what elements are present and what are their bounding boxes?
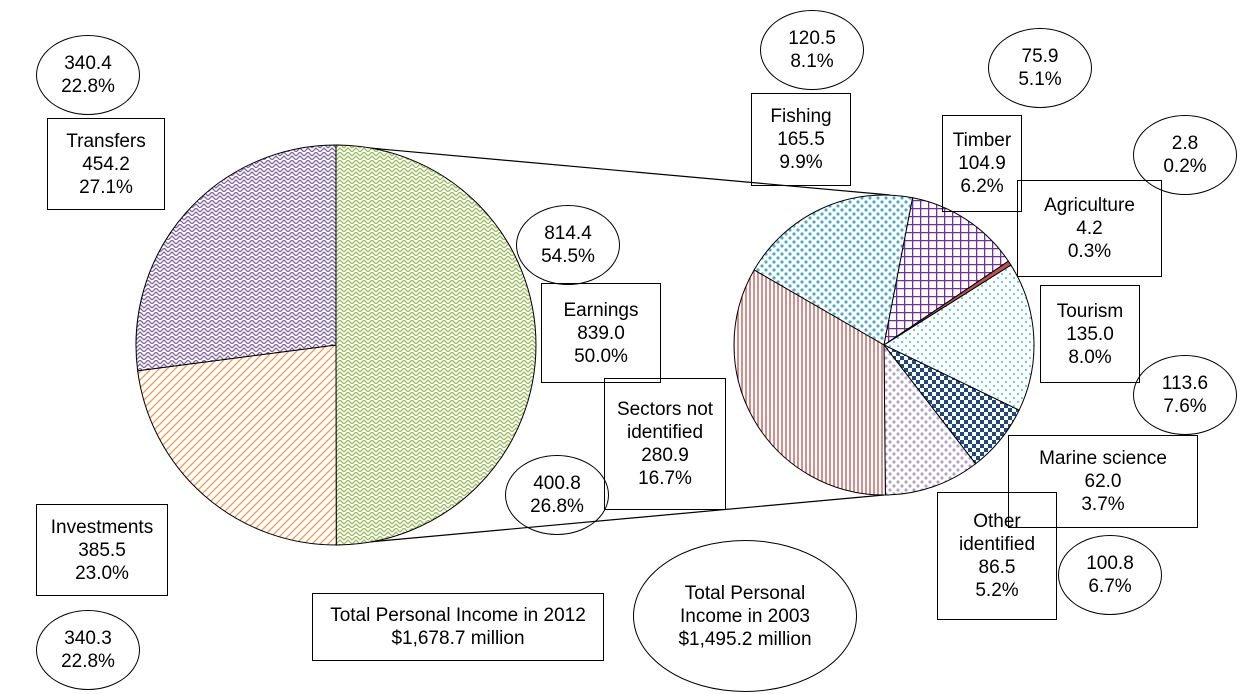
label-2003: 2.8 0.2% [1133, 115, 1237, 195]
connector-line [335, 494, 885, 546]
label-2003: 100.8 6.7% [1058, 535, 1162, 615]
label-text: 8.0% [1068, 346, 1112, 368]
pie-slice [137, 344, 337, 546]
label-text: 135.0 [1066, 323, 1114, 345]
label-text: Tourism [1056, 300, 1124, 322]
data-label: Earnings 839.0 50.0% [541, 283, 661, 383]
total-2012: Total Personal Income in 2012 $1,678.7 m… [312, 593, 604, 661]
label-text: Total Personal Income in 2003 $1,495.2 m… [678, 582, 812, 650]
data-label: Tourism 135.0 8.0% [1040, 285, 1140, 383]
pie-slice [882, 264, 1035, 411]
data-label: Agriculture 4.2 0.3% [1017, 180, 1162, 277]
label-text: 454.2 [82, 153, 130, 175]
data-label: Transfers 454.2 27.1% [47, 118, 165, 210]
label-2003: 75.9 5.1% [988, 28, 1092, 108]
label-text: 4.2 [1076, 218, 1103, 239]
label-text: 3.7% [1081, 494, 1125, 515]
pie-slice [883, 197, 1010, 347]
label-text: 6.7% [1088, 576, 1132, 597]
label-text: 340.3 [64, 628, 112, 649]
label-text: Other identified [958, 511, 1036, 555]
total-2003: Total Personal Income in 2003 $1,495.2 m… [633, 540, 857, 692]
label-text: 120.5 [788, 28, 836, 49]
label-2003: 814.4 54.5% [516, 205, 620, 285]
label-text: 104.9 [958, 153, 1006, 174]
label-text: 0.3% [1067, 241, 1112, 262]
label-text: 86.5 [978, 557, 1016, 578]
label-text: 100.8 [1086, 553, 1134, 574]
label-2003: 120.5 8.1% [760, 10, 864, 90]
label-text: 113.6 [1161, 373, 1209, 394]
label-text: Marine science [1039, 448, 1167, 469]
data-label: Fishing 165.5 9.9% [751, 93, 851, 186]
label-text: Transfers [66, 130, 146, 152]
label-text: 54.5% [541, 246, 595, 267]
label-text: 340.4 [64, 53, 112, 74]
pie-slice [883, 343, 977, 496]
label-text: 6.2% [960, 176, 1004, 197]
label-text: 2.8 [1171, 133, 1199, 154]
label-text: Total Personal Income in 2012 $1,678.7 m… [330, 605, 586, 649]
data-label: Timber 104.9 6.2% [942, 115, 1022, 212]
label-text: Timber [952, 130, 1012, 151]
label-text: 50.0% [574, 345, 628, 367]
pie-slice [335, 144, 537, 546]
label-2003: 340.4 22.8% [36, 35, 140, 115]
label-text: 814.4 [544, 223, 592, 244]
pie-slice [135, 144, 337, 372]
data-label: Other identified 86.5 5.2% [937, 492, 1057, 620]
label-2003: 400.8 26.8% [505, 455, 609, 535]
data-label: Marine science 62.0 3.7% [1008, 435, 1198, 528]
label-text: 5.2% [975, 580, 1019, 601]
label-text: Investments [50, 516, 154, 538]
pie-slice [733, 269, 886, 496]
pie-slice [753, 194, 914, 346]
label-text: 27.1% [79, 176, 133, 198]
label-text: 9.9% [779, 152, 823, 173]
label-text: 26.8% [530, 496, 584, 517]
label-text: 8.1% [790, 51, 834, 72]
label-text: 7.6% [1163, 396, 1207, 417]
label-text: Sectors not identified [616, 399, 714, 443]
label-text: Earnings [563, 299, 639, 321]
data-label: Sectors not identified 280.9 16.7% [604, 378, 726, 510]
label-2003: 113.6 7.6% [1133, 355, 1237, 435]
connector-line [335, 144, 891, 196]
label-text: 400.8 [533, 473, 581, 494]
data-label: Investments 385.5 23.0% [36, 504, 168, 596]
label-text: 23.0% [75, 562, 129, 584]
label-text: Fishing [770, 106, 832, 127]
label-text: 385.5 [78, 539, 126, 561]
label-text: Agriculture [1044, 195, 1135, 216]
label-text: 75.9 [1021, 46, 1059, 67]
label-text: 16.7% [638, 468, 692, 489]
label-text: 62.0 [1084, 471, 1122, 492]
label-text: 5.1% [1018, 69, 1062, 90]
label-text: 839.0 [577, 322, 625, 344]
label-text: 22.8% [61, 651, 115, 672]
label-text: 22.8% [61, 76, 115, 97]
label-text: 0.2% [1163, 156, 1207, 177]
label-2003: 340.3 22.8% [36, 610, 140, 690]
label-text: 280.9 [641, 445, 689, 466]
label-text: 165.5 [777, 129, 825, 150]
